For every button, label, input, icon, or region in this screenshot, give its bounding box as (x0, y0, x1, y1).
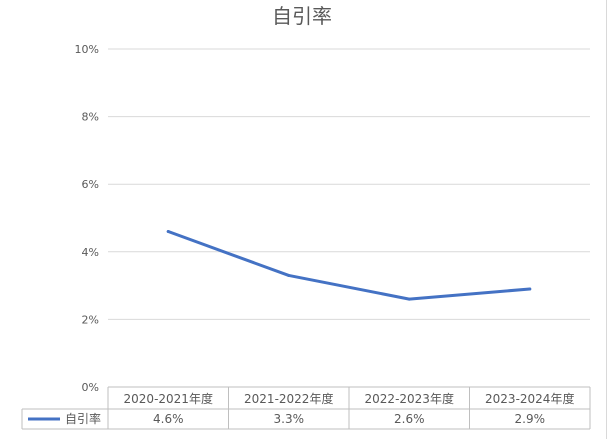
chart-title: 自引率 (272, 4, 332, 28)
gridlines (108, 48, 590, 388)
category-label: 2020-2021年度 (124, 391, 213, 406)
y-tick-label: 2% (82, 313, 99, 326)
data-label: 2.6% (394, 412, 425, 426)
y-tick-label: 4% (82, 246, 99, 259)
data-point (166, 230, 170, 234)
data-table: 2020-2021年度 2021-2022年度 2022-2023年度 2023-20… (21, 386, 591, 430)
data-label: 4.6% (153, 412, 184, 426)
data-label: 2.9% (515, 412, 546, 426)
category-label: 2023-2024年度 (485, 391, 574, 406)
category-label: 2021-2022年度 (244, 391, 333, 406)
series-layer (166, 230, 532, 301)
legend-label: 自引率 (65, 411, 101, 426)
data-point (407, 297, 411, 301)
series-line (166, 230, 532, 301)
category-label: 2022-2023年度 (365, 391, 454, 406)
data-point (528, 287, 532, 291)
data-label: 3.3% (274, 412, 305, 426)
y-tick-label: 8% (82, 111, 99, 124)
y-tick-label: 10% (75, 43, 99, 56)
data-point (287, 273, 291, 277)
y-axis-ticks: 0% 2% 4% 6% 8% 10% (75, 43, 99, 394)
y-tick-label: 6% (82, 178, 99, 191)
y-tick-label: 0% (82, 381, 99, 394)
